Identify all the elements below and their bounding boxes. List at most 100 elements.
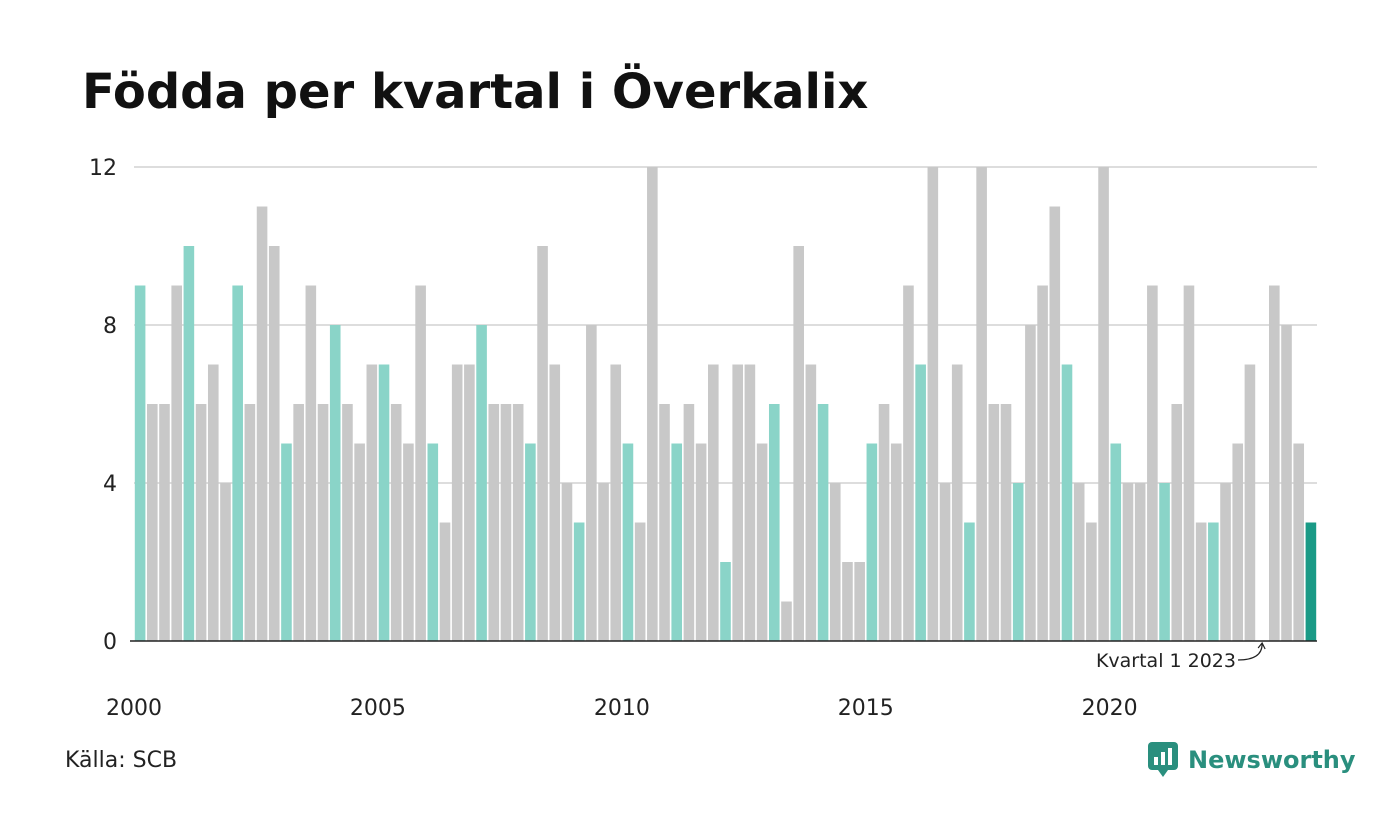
bar (159, 404, 170, 641)
bar (378, 364, 390, 641)
bar (256, 206, 268, 641)
y-tick-label: 8 (103, 314, 117, 339)
bar (134, 285, 146, 641)
bar (732, 364, 743, 641)
bar (1110, 443, 1122, 641)
x-tick-label: 2020 (1082, 696, 1138, 721)
bar (537, 246, 548, 641)
bar (878, 404, 890, 641)
bar (1244, 364, 1256, 641)
x-axis-ticks: 2000 2005 2010 2015 2020 (106, 696, 1138, 721)
bar (951, 364, 963, 641)
bar (1147, 285, 1158, 641)
bar (1220, 483, 1231, 641)
bar (695, 443, 707, 641)
bar (829, 483, 841, 641)
chart-title: Födda per kvartal i Överkalix (82, 64, 869, 120)
bar (171, 285, 182, 641)
bar (244, 404, 256, 641)
bar (1159, 483, 1170, 641)
bar (1171, 404, 1183, 641)
bar (1293, 443, 1305, 641)
bar (817, 404, 829, 641)
bar (390, 404, 402, 641)
bar (342, 404, 353, 641)
bar (1086, 522, 1097, 641)
bar (305, 285, 317, 641)
bar (1183, 285, 1195, 641)
bar (781, 601, 792, 641)
bar (464, 364, 475, 641)
bar (586, 325, 597, 641)
bar (976, 167, 987, 641)
bar (415, 285, 426, 641)
bar (317, 404, 329, 641)
bar (1281, 325, 1292, 641)
brand-name: Newsworthy (1188, 746, 1356, 774)
bar (232, 285, 243, 641)
bar (1025, 325, 1036, 641)
brand-logo: Newsworthy (1148, 742, 1356, 778)
bar (549, 364, 561, 641)
bar (1269, 285, 1280, 641)
x-tick-label: 2005 (350, 696, 406, 721)
bar (207, 364, 219, 641)
x-tick-label: 2015 (838, 696, 894, 721)
bar (598, 483, 609, 641)
bar (1012, 483, 1024, 641)
bar (488, 404, 500, 641)
bar (293, 404, 304, 641)
bar (634, 522, 646, 641)
bar (890, 443, 902, 641)
bar (671, 443, 683, 641)
bar-chart: 0 4 8 12 2000 2005 2010 2015 2020 Kvartal 1 202… (89, 156, 1317, 721)
bar (451, 364, 463, 641)
bar (183, 246, 195, 641)
bar (512, 404, 524, 641)
annotation-arrow (1237, 641, 1266, 661)
bar (939, 483, 951, 641)
bar (1232, 443, 1244, 641)
bar (525, 443, 536, 641)
bar (756, 443, 768, 641)
bar (610, 364, 622, 641)
bar (1208, 522, 1219, 641)
bar (683, 404, 695, 641)
bar (427, 443, 439, 641)
bar (768, 404, 780, 641)
bar (500, 404, 512, 641)
source-note: Källa: SCB (65, 748, 178, 773)
bar (1049, 206, 1061, 641)
bar (903, 285, 914, 641)
bar (744, 364, 756, 641)
bar (720, 562, 731, 641)
bar (329, 325, 341, 641)
bar (915, 364, 926, 641)
bar (1195, 522, 1207, 641)
bar (793, 246, 804, 641)
bar (622, 443, 634, 641)
bar (964, 522, 975, 641)
bar (1061, 364, 1073, 641)
bar (927, 167, 939, 641)
bar (195, 404, 207, 641)
bar (220, 483, 231, 641)
bar (573, 522, 585, 641)
bar (1073, 483, 1085, 641)
bar (1122, 483, 1134, 641)
bar (147, 404, 158, 641)
bar (476, 325, 487, 641)
bar (366, 364, 378, 641)
bar (561, 483, 573, 641)
bar (805, 364, 817, 641)
bar (281, 443, 292, 641)
bar (354, 443, 365, 641)
bar (1098, 167, 1109, 641)
bar (1134, 483, 1146, 641)
x-tick-label: 2010 (594, 696, 650, 721)
bar (866, 443, 878, 641)
bar (647, 167, 658, 641)
newsworthy-logo-icon (1148, 742, 1178, 777)
bar (708, 364, 719, 641)
x-tick-label: 2000 (106, 696, 162, 721)
